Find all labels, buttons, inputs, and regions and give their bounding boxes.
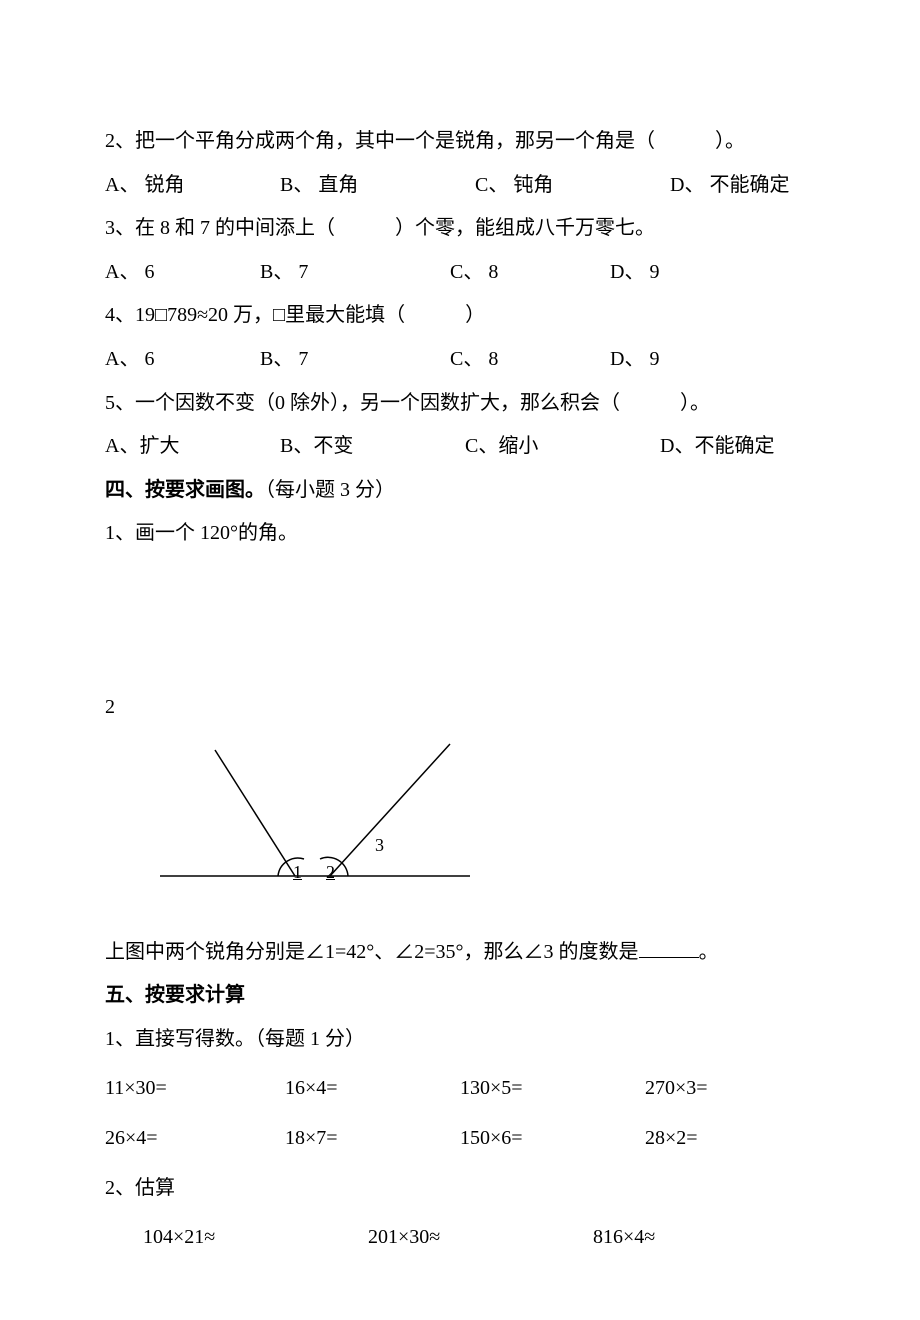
q5-opt-b: B、不变 [280,425,465,469]
q4-opt-d: D、 9 [610,338,710,382]
calc-r2c2: 18×7= [285,1117,460,1161]
q4-text: 4、19□789≈20 万，□里最大能填（ ） [105,294,815,338]
est-c2: 201×30≈ [368,1216,593,1260]
q2-opt-a: A、 锐角 [105,164,280,208]
section4-q2-mark: 2 [105,686,815,730]
q4-opt-a: A、 6 [105,338,260,382]
est-c3: 816×4≈ [593,1216,753,1260]
q2-opt-d: D、 不能确定 [670,164,810,208]
section4-heading-rest: （每小题 3 分） [265,479,395,501]
q3-options: A、 6 B、 7 C、 8 D、 9 [105,251,815,295]
q3-opt-b: B、 7 [260,251,450,295]
q3-opt-a: A、 6 [105,251,260,295]
q4-opt-c: C、 8 [450,338,610,382]
q3-opt-c: C、 8 [450,251,610,295]
q5-opt-c: C、缩小 [465,425,660,469]
calc-r1c4: 270×3= [645,1067,795,1111]
calc-r1c1: 11×30= [105,1067,285,1111]
section4-q2-tail: 。 [699,941,719,963]
calc-r1c3: 130×5= [460,1067,645,1111]
angle-diagram-svg [160,736,480,896]
q3-text: 3、在 8 和 7 的中间添上（ ）个零，能组成八千万零七。 [105,207,815,251]
diag-right-ray [330,744,450,876]
q2-opt-b: B、 直角 [280,164,475,208]
calc-r2c4: 28×2= [645,1117,795,1161]
angle-diagram: 3 1 2 [160,736,815,921]
q5-opt-d: D、不能确定 [660,425,800,469]
drawing-space [105,556,815,686]
angle3-label: 3 [375,826,384,865]
calc-row-2: 26×4= 18×7= 150×6= 28×2= [105,1117,815,1161]
q5-text: 5、一个因数不变（0 除外），另一个因数扩大，那么积会（ ）。 [105,382,815,426]
section4-q2-line: 上图中两个锐角分别是∠1=42°、∠2=35°，那么∠3 的度数是 。 [105,931,815,975]
q4-options: A、 6 B、 7 C、 8 D、 9 [105,338,815,382]
section4-q1: 1、画一个 120°的角。 [105,512,815,556]
q5-opt-a: A、扩大 [105,425,280,469]
section4-q2-text: 上图中两个锐角分别是∠1=42°、∠2=35°，那么∠3 的度数是 [105,941,639,963]
q4-opt-b: B、 7 [260,338,450,382]
answer-blank [639,957,699,958]
q2-text: 2、把一个平角分成两个角，其中一个是锐角，那另一个角是（ ）。 [105,120,815,164]
q5-options: A、扩大 B、不变 C、缩小 D、不能确定 [105,425,815,469]
calc-r1c2: 16×4= [285,1067,460,1111]
q2-opt-c: C、 钝角 [475,164,670,208]
section5-sub2: 2、估算 [105,1167,815,1211]
calc-row-1: 11×30= 16×4= 130×5= 270×3= [105,1067,815,1111]
section4-heading-bold: 四、按要求画图。 [105,479,265,501]
angle1-label: 1 [293,853,302,892]
section4-heading: 四、按要求画图。（每小题 3 分） [105,469,815,513]
calc-r2c3: 150×6= [460,1117,645,1161]
q3-opt-d: D、 9 [610,251,710,295]
q2-options: A、 锐角 B、 直角 C、 钝角 D、 不能确定 [105,164,815,208]
section5-heading: 五、按要求计算 [105,974,815,1018]
angle2-label: 2 [326,853,335,892]
exam-page: 2、把一个平角分成两个角，其中一个是锐角，那另一个角是（ ）。 A、 锐角 B、… [0,0,920,1320]
section5-sub1: 1、直接写得数。（每题 1 分） [105,1018,815,1062]
est-row: 104×21≈ 201×30≈ 816×4≈ [143,1216,815,1260]
calc-r2c1: 26×4= [105,1117,285,1161]
est-c1: 104×21≈ [143,1216,368,1260]
diag-left-ray [215,750,295,876]
